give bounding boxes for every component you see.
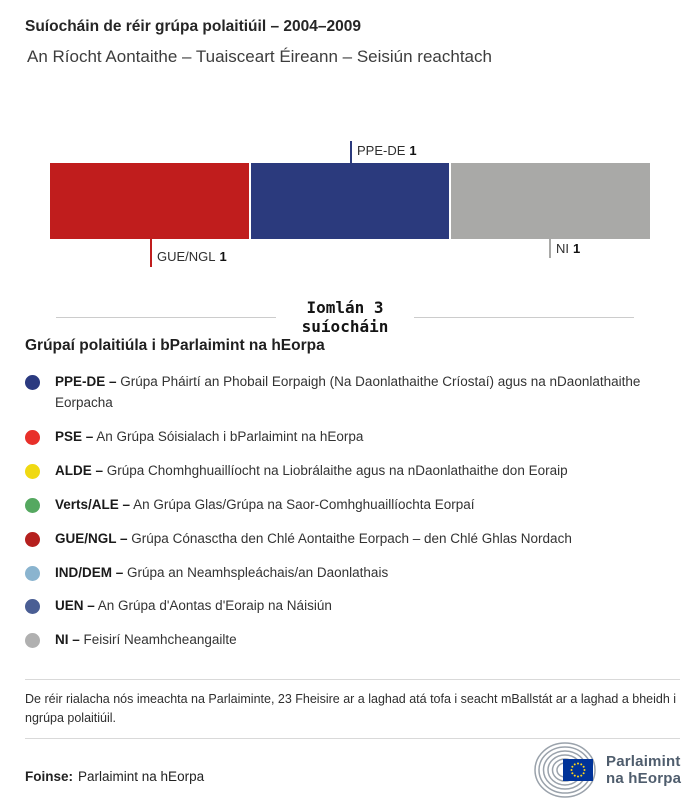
bar-label-ppe-de-seats: 1 <box>409 143 417 158</box>
legend-name-alde: ALDE – <box>55 462 104 478</box>
logo-wordmark: Parlaimint na hEorpa <box>606 753 681 788</box>
legend-desc-gue-ngl: Grúpa Cónasctha den Chlé Aontaithe Eorpa… <box>131 530 572 546</box>
legend-dot-verts-ale <box>25 497 40 513</box>
legend-item-gue-ngl: GUE/NGL – Grúpa Cónasctha den Chlé Aonta… <box>25 529 670 550</box>
legend-dot-pse <box>25 429 40 445</box>
legend-name-ni: NI – <box>55 632 80 648</box>
total-seats-row: Iomlán 3 suíocháin <box>56 298 635 337</box>
legend-name-ppe-de: PPE-DE – <box>55 374 117 389</box>
bar-label-ni-seats: 1 <box>573 241 581 256</box>
legend-dot-ind-dem <box>25 565 40 581</box>
legend-dot-ppe-de <box>25 375 40 390</box>
tick-ppe-de <box>350 141 352 163</box>
bar-label-gue-ngl-group: GUE/NGL <box>157 249 216 264</box>
bar-label-ppe-de: PPE-DE 1 <box>357 143 417 158</box>
legend-desc-alde: Grúpa Chomhghuaillíocht na Liobrálaithe … <box>106 462 568 478</box>
legend-item-ni: NI – Feisirí Neamhcheangailte <box>25 630 670 651</box>
european-parliament-logo: Parlaimint na hEorpa <box>532 741 681 799</box>
source-line: Foinse: Parlaimint na hEorpa <box>25 769 204 784</box>
legend-desc-ni: Feisirí Neamhcheangailte <box>83 632 237 648</box>
bar-label-ppe-de-group: PPE-DE <box>357 143 406 158</box>
bar-label-ni-group: NI <box>556 241 569 256</box>
bar-label-gue-ngl-seats: 1 <box>219 249 227 264</box>
political-groups-legend: PPE-DE – Grúpa Pháirtí an Phobail Eorpai… <box>25 372 670 651</box>
bar-label-ni: NI 1 <box>556 241 580 256</box>
legend-desc-ppe-de: Grúpa Pháirtí an Phobail Eorpaigh (Na Da… <box>55 374 641 410</box>
tick-ni <box>549 239 551 258</box>
tick-gue-ngl <box>150 239 152 267</box>
source-label: Foinse: <box>25 769 74 784</box>
legend-item-ind-dem: IND/DEM – Grúpa an Neamhspleáchais/an Da… <box>25 563 670 584</box>
bar-label-gue-ngl: GUE/NGL 1 <box>157 249 227 264</box>
legend-name-verts-ale: Verts/ALE – <box>55 496 131 512</box>
legend-desc-uen: An Grúpa d'Aontas d'Eoraip na Náisiún <box>97 598 332 614</box>
legend-name-ind-dem: IND/DEM – <box>55 564 124 580</box>
bar-segment-gue-ngl <box>50 163 249 239</box>
legend-dot-alde <box>25 463 40 479</box>
rules-footnote: De réir rialacha nós imeachta na Parlaim… <box>25 679 680 739</box>
total-divider-right <box>414 317 635 319</box>
legend-dot-ni <box>25 633 40 649</box>
page-title: Suíocháin de réir grúpa polaitiúil – 200… <box>25 18 361 35</box>
logo-wordmark-line1: Parlaimint <box>606 752 681 770</box>
page-subtitle: An Ríocht Aontaithe – Tuaisceart Éireann… <box>27 47 492 66</box>
hemicycle-icon <box>534 742 596 798</box>
legend-desc-pse: An Grúpa Sóisialach i bParlaimint na hEo… <box>96 428 364 444</box>
logo-wordmark-line2: na hEorpa <box>606 770 682 787</box>
total-seats-label: Iomlán 3 suíocháin <box>276 298 415 337</box>
total-seats-line1: Iomlán 3 <box>306 298 384 317</box>
eu-flag-icon <box>563 759 593 781</box>
legend-item-uen: UEN – An Grúpa d'Aontas d'Eoraip na Náis… <box>25 596 670 617</box>
total-seats-line2: suíocháin <box>301 316 389 336</box>
legend-heading: Grúpaí polaitiúla i bParlaimint na hEorp… <box>25 337 325 354</box>
legend-dot-uen <box>25 599 40 615</box>
legend-name-uen: UEN – <box>55 598 95 614</box>
legend-dot-gue-ngl <box>25 531 40 547</box>
legend-desc-ind-dem: Grúpa an Neamhspleáchais/an Daonlathais <box>127 564 389 580</box>
legend-item-pse: PSE – An Grúpa Sóisialach i bParlaimint … <box>25 427 670 448</box>
seat-distribution-bar <box>50 163 651 239</box>
source-value: Parlaimint na hEorpa <box>78 769 205 784</box>
legend-item-alde: ALDE – Grúpa Chomhghuaillíocht na Liobrá… <box>25 461 670 482</box>
legend-item-verts-ale: Verts/ALE – An Grúpa Glas/Grúpa na Saor-… <box>25 495 670 516</box>
legend-name-pse: PSE – <box>55 428 94 444</box>
legend-desc-verts-ale: An Grúpa Glas/Grúpa na Saor-Comhghuaillí… <box>133 496 475 512</box>
total-divider-left <box>56 317 276 319</box>
legend-item-ppe-de: PPE-DE – Grúpa Pháirtí an Phobail Eorpai… <box>25 372 670 414</box>
bar-segment-ppe-de <box>250 163 450 239</box>
bar-segment-ni <box>451 163 651 239</box>
legend-name-gue-ngl: GUE/NGL – <box>55 530 128 546</box>
